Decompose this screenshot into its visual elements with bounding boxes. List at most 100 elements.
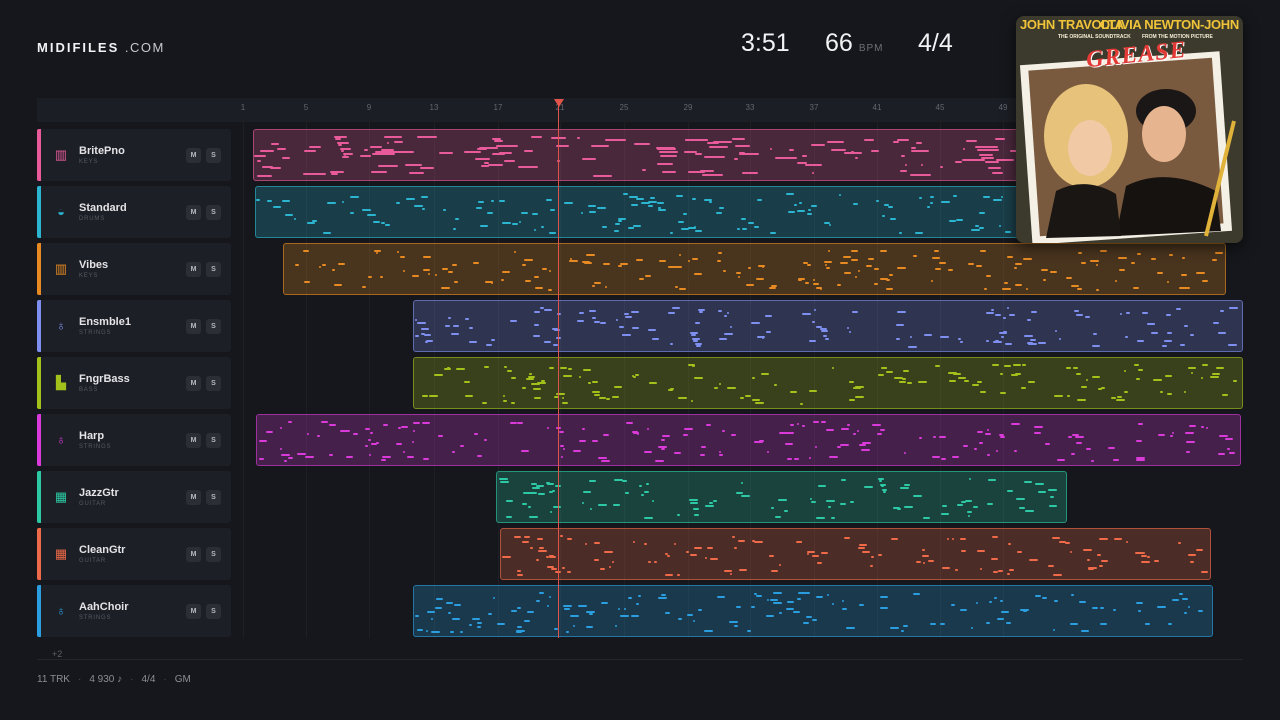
midi-note [612, 396, 619, 398]
midi-note [524, 536, 530, 538]
midi-note [1054, 600, 1058, 602]
midi-note [1167, 281, 1169, 283]
midi-note [650, 197, 655, 199]
midi-note [709, 502, 713, 504]
midi-note [527, 611, 534, 613]
track-header-cleangtr[interactable]: ▦ CleanGtr GUITAR M S [37, 528, 231, 580]
midi-note [787, 458, 792, 460]
midi-note [719, 451, 721, 453]
midi-note [931, 280, 933, 282]
midi-note [844, 272, 851, 274]
solo-button[interactable]: S [206, 262, 221, 277]
midi-note [282, 157, 290, 159]
midi-note [766, 331, 771, 333]
midi-note [443, 209, 446, 211]
mute-button[interactable]: M [186, 376, 201, 391]
midi-note [1028, 343, 1037, 345]
track-header-harp[interactable]: ♁ Harp STRINGS M S [37, 414, 231, 466]
midi-note [844, 152, 862, 154]
track-lane-harp[interactable] [256, 414, 1241, 466]
midi-note [665, 553, 668, 555]
midi-note [1000, 392, 1006, 394]
track-header-vibes[interactable]: ▥ Vibes KEYS M S [37, 243, 231, 295]
midi-note [631, 615, 639, 617]
mute-button[interactable]: M [186, 205, 201, 220]
midi-note [684, 151, 697, 153]
solo-button[interactable]: S [206, 319, 221, 334]
midi-note [765, 315, 772, 317]
solo-button[interactable]: S [206, 148, 221, 163]
solo-button[interactable]: S [206, 604, 221, 619]
midi-note [1206, 427, 1208, 429]
track-lane-cleangtr[interactable] [500, 528, 1211, 580]
midi-note [1079, 601, 1086, 603]
midi-standard: GM [174, 674, 191, 685]
playhead[interactable] [558, 104, 559, 638]
midi-note [981, 157, 994, 159]
midi-note [754, 541, 763, 543]
midi-note [1028, 381, 1035, 383]
mute-button[interactable]: M [186, 148, 201, 163]
midi-note [874, 268, 879, 270]
midi-note [832, 603, 834, 605]
mute-button[interactable]: M [186, 262, 201, 277]
track-header-jazzgtr[interactable]: ▦ JazzGtr GUITAR M S [37, 471, 231, 523]
track-header-fngrbass[interactable]: ▙ FngrBass BASS M S [37, 357, 231, 409]
midi-note [549, 367, 554, 369]
track-header-ensmble1[interactable]: ♁ Ensmble1 STRINGS M S [37, 300, 231, 352]
midi-note [930, 623, 936, 625]
midi-note [1019, 507, 1025, 509]
solo-button[interactable]: S [206, 490, 221, 505]
midi-note [494, 140, 503, 142]
midi-note [641, 494, 644, 496]
midi-note [695, 153, 702, 155]
midi-note [704, 630, 713, 632]
midi-note [757, 199, 762, 201]
track-header-britepno[interactable]: ▥ BritePno KEYS M S [37, 129, 231, 181]
mute-button[interactable]: M [186, 319, 201, 334]
track-lane-ensmble1[interactable] [413, 300, 1243, 352]
more-tracks-indicator[interactable]: +2 [52, 649, 63, 659]
midi-note [961, 501, 966, 503]
solo-button[interactable]: S [206, 547, 221, 562]
midi-note [771, 285, 777, 287]
track-lane-aahchoir[interactable] [413, 585, 1213, 637]
midi-note [1053, 629, 1055, 631]
midi-note [1182, 287, 1190, 289]
midi-note [371, 443, 377, 445]
midi-note [569, 260, 578, 262]
midi-note [469, 624, 472, 626]
midi-note [674, 452, 681, 454]
track-lane-vibes[interactable] [283, 243, 1226, 295]
solo-button[interactable]: S [206, 205, 221, 220]
midi-note [953, 195, 957, 197]
midi-note [897, 311, 906, 313]
midi-note [972, 384, 979, 386]
solo-button[interactable]: S [206, 433, 221, 448]
midi-note [484, 439, 487, 441]
mute-button[interactable]: M [186, 433, 201, 448]
midi-note [903, 370, 909, 372]
playhead-handle[interactable] [554, 99, 564, 107]
midi-note [882, 215, 885, 217]
midi-note [930, 202, 933, 204]
ruler-tick: 9 [366, 103, 372, 112]
midi-note [321, 421, 328, 423]
midi-note [423, 269, 430, 271]
midi-note [723, 270, 726, 272]
track-lane-jazzgtr[interactable] [496, 471, 1067, 523]
ruler-tick: 37 [809, 103, 819, 112]
mute-button[interactable]: M [186, 547, 201, 562]
midi-note [381, 149, 394, 151]
mute-button[interactable]: M [186, 604, 201, 619]
track-lane-fngrbass[interactable] [413, 357, 1243, 409]
midi-note [1050, 496, 1054, 498]
track-header-standard[interactable]: ◒ Standard DRUMS M S [37, 186, 231, 238]
midi-note [729, 621, 738, 623]
midi-note [317, 435, 320, 437]
solo-button[interactable]: S [206, 376, 221, 391]
track-header-aahchoir[interactable]: ♁ AahChoir STRINGS M S [37, 585, 231, 637]
midi-note [1119, 269, 1125, 271]
mute-button[interactable]: M [186, 490, 201, 505]
midi-note [748, 222, 754, 224]
